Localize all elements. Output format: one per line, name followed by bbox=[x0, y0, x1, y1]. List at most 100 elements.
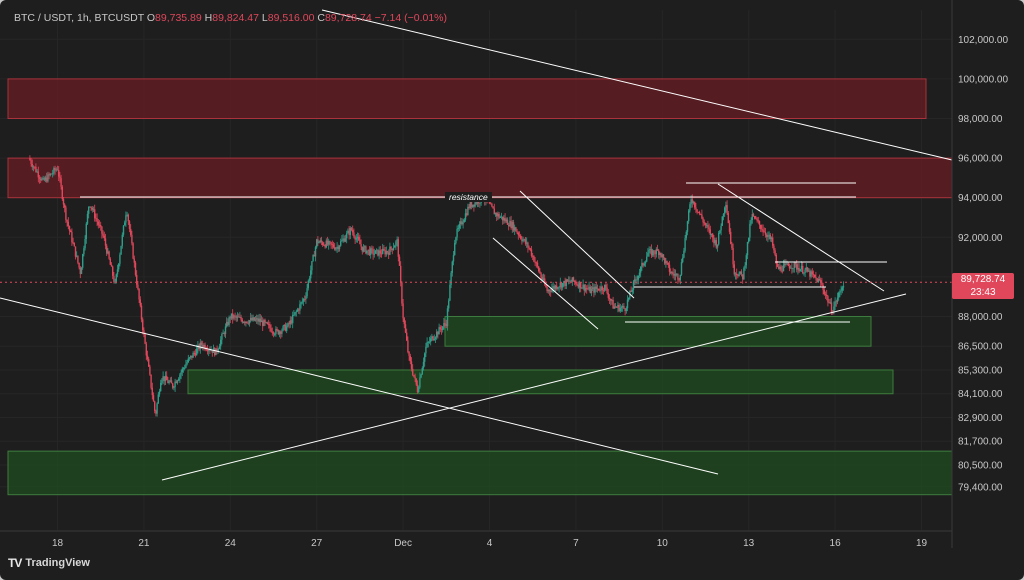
candle-body bbox=[293, 314, 295, 316]
candle-body bbox=[744, 265, 746, 268]
candle-body bbox=[395, 241, 397, 246]
candles-layer bbox=[29, 155, 845, 417]
candle-body bbox=[817, 278, 819, 283]
candle-body bbox=[631, 289, 633, 292]
candle-body bbox=[473, 204, 475, 207]
candle-body bbox=[427, 342, 429, 343]
candle-body bbox=[529, 248, 531, 250]
candle-body bbox=[157, 394, 159, 404]
candle-body bbox=[630, 290, 632, 292]
candle-body bbox=[126, 214, 128, 216]
candle-body bbox=[194, 353, 197, 356]
candle-body bbox=[35, 166, 37, 172]
x-tick-label: 10 bbox=[657, 538, 669, 549]
candle-body bbox=[607, 293, 609, 298]
candle-body bbox=[805, 267, 807, 270]
candle-body bbox=[836, 297, 839, 303]
candle-body bbox=[715, 240, 717, 248]
candle-body bbox=[170, 380, 173, 384]
candle-body bbox=[541, 277, 543, 281]
candle-body bbox=[656, 249, 659, 251]
candle-body bbox=[138, 288, 140, 300]
candle-body bbox=[263, 320, 265, 326]
candle-body bbox=[187, 358, 189, 363]
candle-body bbox=[253, 317, 255, 321]
tradingview-logo[interactable]: TV TradingView bbox=[8, 556, 90, 570]
candle-body bbox=[520, 235, 522, 239]
candle-body bbox=[696, 209, 698, 212]
y-tick-label: 100,000.00 bbox=[958, 74, 1008, 85]
candle-body bbox=[108, 251, 110, 259]
candle-body bbox=[703, 222, 705, 224]
candle-body bbox=[392, 247, 395, 251]
x-tick-label: 7 bbox=[573, 538, 579, 549]
candle-body bbox=[434, 337, 437, 340]
high-label: H bbox=[204, 12, 213, 24]
candle-body bbox=[226, 321, 228, 327]
candle-body bbox=[472, 204, 474, 208]
candle-body bbox=[83, 248, 85, 255]
drawing-lines-layer bbox=[0, 9, 953, 481]
candle-body bbox=[301, 301, 303, 303]
candle-body bbox=[751, 214, 753, 221]
candle-body bbox=[824, 294, 827, 296]
candle-body bbox=[90, 206, 92, 208]
candle-body bbox=[209, 350, 211, 351]
candle-body bbox=[145, 343, 147, 356]
trend-line bbox=[717, 183, 885, 292]
candle-body bbox=[86, 213, 89, 224]
candle-body bbox=[671, 272, 673, 274]
candle-body bbox=[275, 328, 277, 335]
candle-body bbox=[152, 395, 155, 402]
candle-body bbox=[426, 342, 428, 347]
candle-body bbox=[143, 330, 145, 335]
x-tick-label: 19 bbox=[916, 538, 928, 549]
candle-body bbox=[612, 299, 614, 309]
candle-body bbox=[534, 261, 536, 263]
candle-body bbox=[199, 342, 201, 350]
candle-body bbox=[755, 218, 757, 220]
candle-body bbox=[797, 267, 799, 270]
candle-body bbox=[428, 341, 431, 343]
candle-body bbox=[602, 290, 605, 291]
candle-body bbox=[536, 262, 539, 267]
candle-body bbox=[50, 173, 53, 175]
candle-body bbox=[331, 244, 333, 245]
candle-body bbox=[378, 250, 380, 256]
candle-body bbox=[49, 173, 51, 176]
candle-body bbox=[835, 301, 837, 303]
candle-body bbox=[733, 264, 735, 275]
candle-body bbox=[373, 253, 375, 255]
candle-body bbox=[707, 225, 709, 228]
candle-body bbox=[364, 246, 366, 248]
candle-body bbox=[580, 282, 582, 289]
candle-body bbox=[582, 284, 584, 288]
candle-body bbox=[530, 249, 533, 256]
candle-body bbox=[68, 226, 71, 231]
candle-body bbox=[389, 246, 391, 255]
candle-body bbox=[654, 253, 656, 255]
candle-body bbox=[239, 316, 241, 318]
candle-body bbox=[362, 247, 365, 252]
candle-body bbox=[697, 211, 699, 213]
candle-body bbox=[652, 250, 654, 256]
candle-body bbox=[386, 251, 389, 253]
candle-body bbox=[590, 288, 593, 294]
candle-body bbox=[424, 353, 426, 362]
demand-zone bbox=[444, 316, 872, 347]
candle-body bbox=[600, 286, 602, 291]
candle-body bbox=[229, 317, 231, 319]
candle-body bbox=[350, 228, 353, 231]
candle-body bbox=[455, 237, 457, 244]
candle-body bbox=[304, 299, 306, 300]
candle-body bbox=[260, 320, 263, 323]
candle-body bbox=[626, 299, 629, 309]
candle-body bbox=[810, 271, 812, 277]
candle-body bbox=[610, 298, 612, 301]
candle-body bbox=[379, 250, 381, 254]
candle-body bbox=[665, 261, 667, 264]
candle-body bbox=[517, 232, 519, 236]
candle-body bbox=[728, 223, 731, 232]
candle-body bbox=[353, 232, 355, 237]
